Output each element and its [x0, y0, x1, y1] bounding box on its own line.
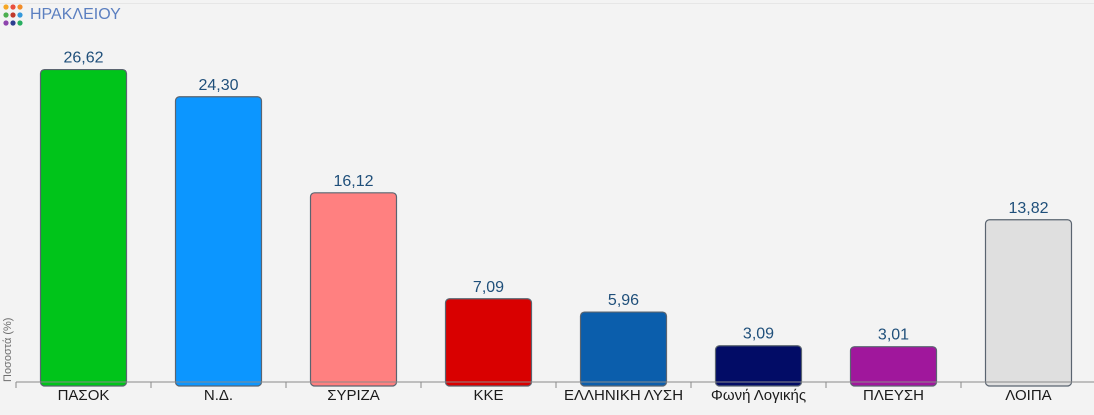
bar-4[interactable]: [579, 311, 668, 387]
chart-title: ΗΡΑΚΛΕΙΟΥ: [30, 6, 121, 23]
category-labels: ΠΑΣΟΚ Ν.Δ. ΣΥΡΙΖΑ ΚΚΕ ΕΛΛΗΝΙΚΗ ΛΥΣΗ Φωνή Λογι…: [58, 387, 1052, 404]
value-label: 3,09: [743, 326, 774, 343]
y-axis-label: Ποσοστά (%): [2, 318, 14, 382]
category-label: ΠΛΕΥΣΗ: [863, 387, 924, 404]
value-label: 5,96: [608, 292, 639, 309]
value-label: 7,09: [473, 279, 504, 296]
bar-3[interactable]: [444, 298, 533, 387]
bar-7[interactable]: [984, 219, 1073, 387]
category-label: ΕΛΛΗΝΙΚΗ ΛΥΣΗ: [564, 387, 683, 404]
category-label: ΚΚΕ: [473, 387, 503, 404]
value-label: 13,82: [1008, 200, 1048, 217]
value-label: 16,12: [333, 173, 373, 190]
category-label: ΛΟΙΠΑ: [1005, 387, 1051, 404]
bar-1[interactable]: [174, 96, 263, 387]
bar-5[interactable]: [714, 345, 803, 387]
category-label: ΣΥΡΙΖΑ: [327, 387, 380, 404]
bar-2[interactable]: [309, 192, 398, 387]
category-label: ΠΑΣΟΚ: [58, 387, 110, 404]
category-label: Ν.Δ.: [204, 387, 233, 404]
x-axis-ticks: [15, 382, 962, 388]
value-label: 24,30: [198, 77, 238, 94]
bar-6[interactable]: [849, 346, 938, 387]
category-label: Φωνή Λογικής: [711, 387, 806, 404]
colored-dots-logo-icon: [3, 4, 23, 26]
bars-group: 26,62 24,30 16,12 7,09 5,96 3,09 3,01 13,82: [39, 50, 1073, 387]
value-label: 26,62: [63, 50, 103, 67]
value-label: 3,01: [878, 327, 909, 344]
bar-0[interactable]: [39, 68, 128, 387]
top-border-line: [0, 3, 1094, 4]
